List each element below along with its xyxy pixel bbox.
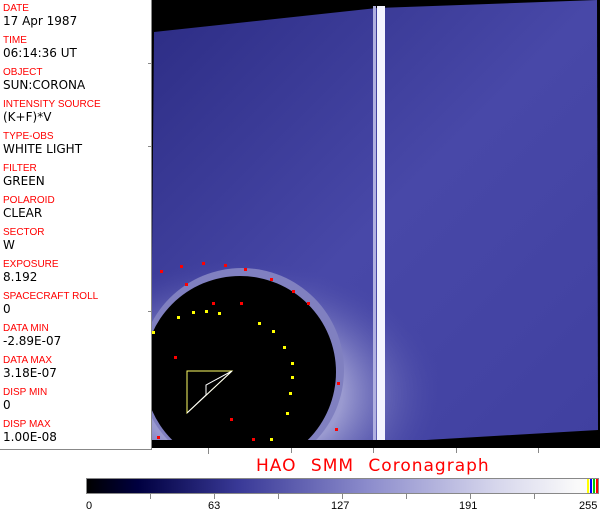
field-value: -2.89E-07 (3, 334, 62, 348)
field-value: 17 Apr 1987 (3, 14, 78, 28)
field-object: OBJECT SUN:CORONA (3, 67, 85, 92)
corona-image-svg (140, 0, 600, 472)
axis-tick (538, 448, 539, 453)
field-label: TYPE-OBS (3, 131, 54, 142)
field-date: DATE 17 Apr 1987 (3, 3, 77, 28)
field-value: 0 (3, 302, 11, 316)
field-data-min: DATA MIN -2.89E-07 (3, 323, 61, 348)
field-value: 1.00E-08 (3, 430, 57, 444)
field-time: TIME 06:14:36 UT (3, 35, 77, 60)
field-value: 3.18E-07 (3, 366, 57, 380)
field-sector: SECTOR W (3, 227, 45, 252)
field-disp-max: DISP MAX 1.00E-08 (3, 419, 57, 444)
field-value: GREEN (3, 174, 45, 188)
colorbar-label: 0 (86, 500, 93, 512)
field-label: OBJECT (3, 67, 43, 78)
streak-halo (373, 6, 376, 444)
field-value: 0 (3, 398, 11, 412)
axis-tick (291, 448, 292, 453)
colorbar-tick (214, 494, 215, 499)
header-info-panel: DATE 17 Apr 1987 TIME 06:14:36 UT OBJECT SU… (0, 0, 152, 450)
field-value: (K+F)*V (3, 110, 52, 124)
field-label: DATE (3, 3, 29, 14)
field-label: DATA MAX (3, 355, 53, 366)
field-value: W (3, 238, 15, 252)
grid-dots-red (157, 262, 340, 441)
field-label: DISP MIN (3, 387, 48, 398)
colorbar-yellow-swatch (587, 479, 589, 493)
field-type-obs: TYPE-OBS WHITE LIGHT (3, 131, 82, 156)
colorbar-tick (150, 494, 151, 499)
coronagraph-image[interactable] (140, 0, 600, 472)
colorbar-red-swatch (596, 479, 598, 493)
field-label: FILTER (3, 163, 37, 174)
axis-tick (456, 448, 457, 453)
axis-tick (148, 146, 152, 147)
field-value: SUN:CORONA (3, 78, 86, 92)
field-data-max: DATA MAX 3.18E-07 (3, 355, 57, 380)
occulter-disk (144, 276, 336, 468)
field-label: DATA MIN (3, 323, 49, 334)
colorbar-label: 63 (208, 500, 221, 512)
field-filter: FILTER GREEN (3, 163, 45, 188)
field-label: SECTOR (3, 227, 45, 238)
colorbar (86, 478, 599, 494)
field-label: SPACECRAFT ROLL (3, 291, 99, 302)
colorbar-tick (470, 494, 471, 499)
field-label: POLAROID (3, 195, 55, 206)
field-label: INTENSITY SOURCE (3, 99, 101, 110)
colorbar-label: 127 (331, 500, 350, 512)
field-value: 8.192 (3, 270, 38, 284)
grid-dots-yellow (152, 310, 294, 441)
sun-outline (186, 370, 233, 414)
axis-tick (208, 448, 209, 454)
colorbar-tick (342, 494, 343, 499)
field-exposure: EXPOSURE 8.192 (3, 259, 59, 284)
colorbar-green-swatch (593, 479, 595, 493)
field-value: 06:14:36 UT (3, 46, 77, 60)
axis-tick (148, 63, 152, 64)
field-label: DISP MAX (3, 419, 51, 430)
axis-tick (373, 448, 374, 453)
colorbar-label: 191 (459, 500, 478, 512)
field-value: WHITE LIGHT (3, 142, 83, 156)
colorbar-label: 255 (579, 500, 598, 512)
axis-tick (148, 311, 152, 312)
field-label: TIME (3, 35, 27, 46)
colorbar-tick (278, 494, 279, 499)
colorbar-blue-swatch (590, 479, 592, 493)
field-polaroid: POLAROID CLEAR (3, 195, 55, 220)
field-spacecraft-roll: SPACECRAFT ROLL 0 (3, 291, 98, 316)
colorbar-tick (534, 494, 535, 499)
instrument-title: HAO SMM Coronagraph (256, 456, 490, 476)
bright-streak (377, 6, 385, 444)
field-disp-min: DISP MIN 0 (3, 387, 47, 412)
field-value: CLEAR (3, 206, 43, 220)
field-label: EXPOSURE (3, 259, 59, 270)
colorbar-tick (406, 494, 407, 499)
field-intensity-source: INTENSITY SOURCE (K+F)*V (3, 99, 101, 124)
